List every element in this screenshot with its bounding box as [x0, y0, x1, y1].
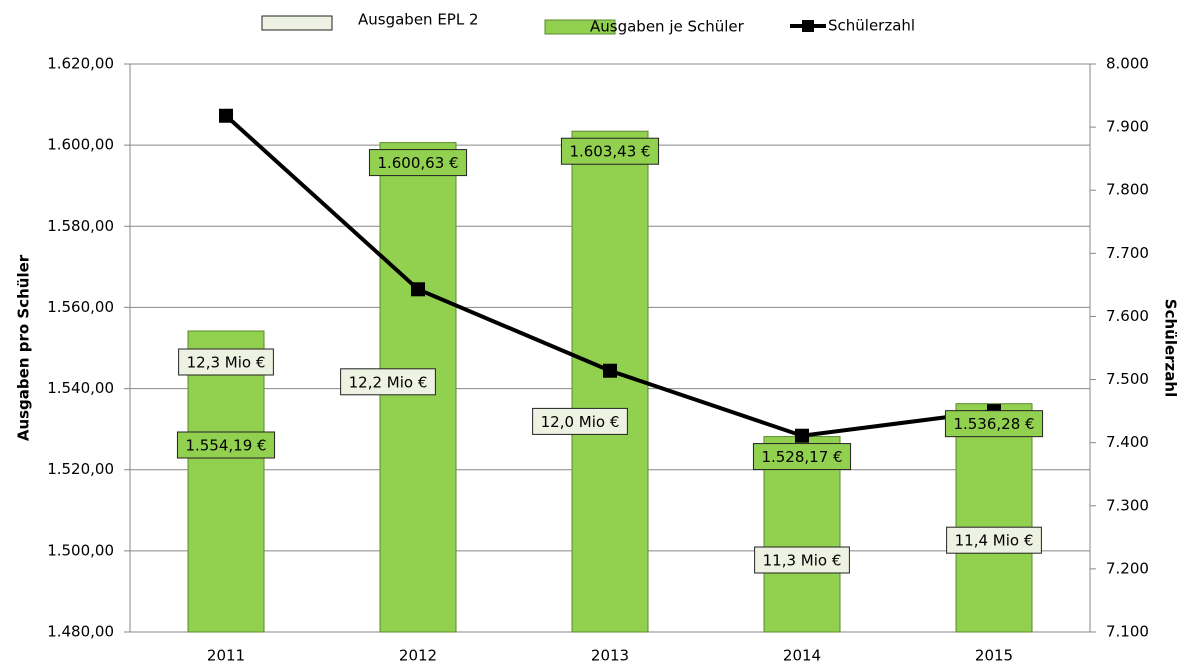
legend-swatch	[261, 15, 333, 31]
y2-tick-label: 7.100	[1106, 623, 1149, 641]
bar-label-box	[752, 443, 852, 471]
x-tick-label: 2013	[591, 647, 629, 665]
bar	[955, 403, 1033, 633]
epl-label: 12,2 Mio €	[349, 373, 428, 391]
marker	[219, 108, 233, 123]
bar-label: 1.536,28 €	[953, 415, 1034, 433]
y2-tick-label: 7.200	[1106, 559, 1149, 577]
y2-tick-label: 7.700	[1106, 244, 1149, 262]
bar-label-box	[560, 137, 660, 165]
legend-label: Schülerzahl	[828, 17, 915, 35]
y2-tick-label: 8.000	[1106, 55, 1149, 73]
legend-marker	[802, 20, 814, 32]
bar-label: 1.528,17 €	[761, 448, 842, 466]
x-tick-label: 2014	[783, 647, 821, 665]
y2-tick-label: 7.600	[1106, 307, 1149, 325]
y-tick-label: 1.620,00	[47, 55, 114, 73]
bar-label: 1.600,63 €	[377, 154, 458, 172]
y-tick-label: 1.580,00	[47, 217, 114, 235]
bar-label-box	[944, 410, 1044, 438]
epl-label-box	[946, 526, 1042, 554]
y-tick-label: 1.500,00	[47, 541, 114, 559]
y-tick-label: 1.480,00	[47, 623, 114, 641]
x-tick-label: 2015	[975, 647, 1013, 665]
marker	[411, 282, 425, 297]
x-tick-label: 2011	[207, 647, 245, 665]
epl-label-box	[178, 348, 274, 376]
marker	[795, 428, 809, 443]
epl-label: 11,4 Mio €	[955, 532, 1034, 550]
bar-label: 1.603,43 €	[569, 143, 650, 161]
y-tick-label: 1.600,00	[47, 136, 114, 154]
epl-label: 12,0 Mio €	[541, 413, 620, 431]
y2-tick-label: 7.900	[1106, 118, 1149, 136]
bar-label: 1.554,19 €	[185, 437, 266, 455]
y2-tick-label: 7.400	[1106, 433, 1149, 451]
marker	[603, 363, 617, 378]
epl-label: 12,3 Mio €	[187, 354, 266, 372]
epl-label-box	[532, 407, 628, 435]
y2-tick-label: 7.500	[1106, 370, 1149, 388]
legend-label: Ausgaben EPL 2	[358, 11, 479, 29]
legend-label: Ausgaben je Schüler	[590, 18, 745, 36]
y-tick-label: 1.560,00	[47, 298, 114, 316]
y2-tick-label: 7.800	[1106, 181, 1149, 199]
bar-label-box	[176, 431, 276, 459]
epl-label-box	[340, 368, 436, 396]
y-tick-label: 1.540,00	[47, 379, 114, 397]
bar	[187, 330, 265, 633]
epl-label-box	[754, 546, 850, 574]
y-tick-label: 1.520,00	[47, 460, 114, 478]
bar	[571, 130, 649, 633]
y2-tick-label: 7.300	[1106, 496, 1149, 514]
legend-swatch	[544, 19, 616, 35]
y-axis-title: Ausgaben pro Schüler	[15, 254, 33, 441]
y2-axis-title: Schülerzahl	[1162, 299, 1180, 397]
bar-label-box	[368, 149, 468, 177]
epl-label: 11,3 Mio €	[763, 552, 842, 570]
x-tick-label: 2012	[399, 647, 437, 665]
